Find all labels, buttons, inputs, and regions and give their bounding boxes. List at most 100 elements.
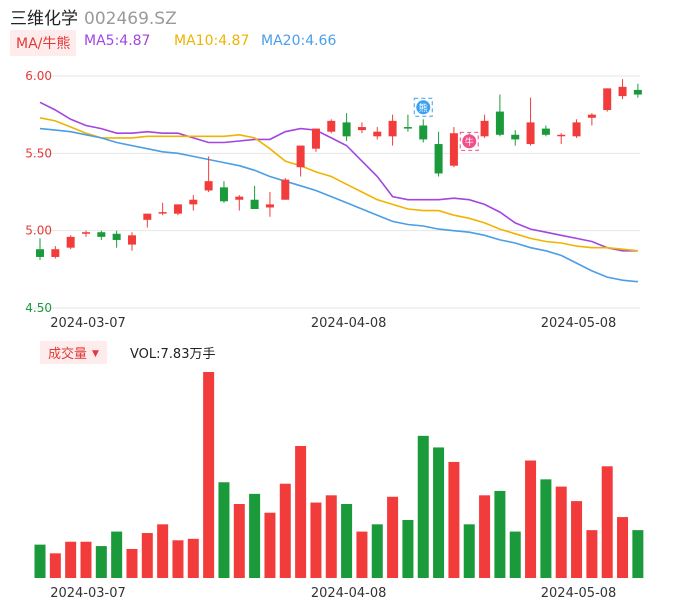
volume-bar <box>279 483 291 578</box>
ma-indicator-tag[interactable]: MA/牛熊 <box>10 30 77 56</box>
candlestick <box>388 114 397 146</box>
volume-bar <box>509 531 521 578</box>
candle-body <box>633 89 642 95</box>
candle-body <box>434 144 443 174</box>
candlestick <box>250 185 259 210</box>
price-y-tick-label: 6.00 <box>25 69 52 83</box>
candlestick <box>173 204 182 216</box>
candle-body <box>51 249 60 257</box>
price-y-tick-label: 5.00 <box>25 224 52 238</box>
badge-label: 熊 <box>419 102 428 114</box>
candlestick <box>143 213 152 228</box>
candlestick <box>357 122 366 134</box>
candle-body <box>572 122 581 137</box>
badge-circle <box>416 100 431 115</box>
volume-bar <box>233 504 245 578</box>
candlestick <box>311 128 320 152</box>
price-y-tick-label: 5.50 <box>25 146 52 160</box>
volume-bar <box>448 461 460 578</box>
stock-name: 三维化学 <box>10 9 78 29</box>
badge-frame <box>459 131 479 151</box>
badge-frame <box>413 97 433 117</box>
candlestick <box>97 230 106 240</box>
candle-body <box>403 127 412 129</box>
candle-body <box>127 235 136 245</box>
candlestick <box>51 246 60 259</box>
caret-down-icon: ▼ <box>92 349 99 359</box>
volume-bar <box>632 530 644 578</box>
volume-bar <box>356 531 368 578</box>
candlestick <box>557 133 566 145</box>
candlestick <box>603 88 612 112</box>
volume-value-label: VOL:7.83万手 <box>130 347 216 362</box>
ma10-legend-label: MA10:4.87 <box>174 33 250 49</box>
candle-body <box>557 134 566 137</box>
price-x-tick-label: 2024-05-08 <box>541 316 617 331</box>
volume-x-tick-label: 2024-03-07 <box>50 586 126 601</box>
volume-bar <box>34 544 46 578</box>
volume-bar <box>571 501 583 578</box>
candle-body <box>541 128 550 135</box>
volume-bar <box>295 445 307 578</box>
ma-legend: MA/牛熊 MA5:4.87 MA10:4.87 MA20:4.66 <box>10 30 336 56</box>
signal-badge: 熊 <box>413 97 433 117</box>
candle-body <box>587 114 596 118</box>
candlestick <box>572 119 581 138</box>
candlestick <box>112 230 121 248</box>
candlestick <box>419 119 428 143</box>
volume-bar <box>310 502 322 578</box>
candlestick <box>189 195 198 211</box>
candle-body <box>480 120 489 137</box>
volume-bar <box>586 530 598 578</box>
volume-x-tick-label: 2024-05-08 <box>541 586 617 601</box>
candle-body <box>265 204 274 208</box>
candlestick <box>434 131 443 177</box>
candle-body <box>81 232 90 234</box>
candle-body <box>495 111 504 135</box>
candlestick <box>66 235 75 250</box>
candle-body <box>158 212 167 214</box>
volume-bar <box>249 493 261 578</box>
price-chart: 6.00 5.50 5.00 4.50 熊牛 2024-03-07 2024-04-08… <box>25 69 642 331</box>
candlestick <box>342 113 351 141</box>
volume-bar <box>157 524 169 578</box>
candle-body <box>373 131 382 137</box>
candlestick <box>587 113 596 126</box>
candle-body <box>143 213 152 220</box>
candlestick <box>158 202 167 216</box>
candlestick <box>219 181 228 203</box>
volume-bar <box>325 495 337 578</box>
volume-bar <box>65 541 77 578</box>
candlesticks <box>36 79 642 261</box>
moving-average-lines <box>39 101 638 283</box>
volume-x-tick-label: 2024-04-08 <box>311 586 387 601</box>
candlestick <box>449 127 458 168</box>
ma20-line <box>39 127 638 283</box>
volume-bar <box>417 435 429 578</box>
volume-legend: 成交量 ▼ VOL:7.83万手 <box>40 341 215 364</box>
price-y-axis: 6.00 5.50 5.00 4.50 <box>25 69 52 315</box>
ma20-legend-label: MA20:4.66 <box>261 33 337 49</box>
candlestick <box>235 195 244 211</box>
candle-body <box>357 127 366 131</box>
ma10-line <box>39 117 638 252</box>
volume-bar <box>555 486 567 578</box>
candle-body <box>235 196 244 200</box>
volume-x-axis: 2024-03-07 2024-04-08 2024-05-08 <box>50 586 616 601</box>
candle-body <box>511 134 520 140</box>
candle-body <box>250 199 259 210</box>
badge-label: 牛 <box>465 136 474 148</box>
stock-code: 002469.SZ <box>84 9 177 29</box>
candlestick <box>403 114 412 132</box>
volume-bar <box>264 512 276 578</box>
volume-indicator-tag[interactable]: 成交量 ▼ <box>40 341 107 364</box>
volume-bar <box>187 538 199 578</box>
candlestick <box>327 119 336 134</box>
volume-bar <box>387 496 399 578</box>
ma5-line <box>39 101 638 252</box>
candle-body <box>281 179 290 200</box>
volume-bar <box>141 533 153 578</box>
volume-bar <box>540 479 552 578</box>
candlestick <box>296 145 305 177</box>
candle-body <box>204 181 213 191</box>
